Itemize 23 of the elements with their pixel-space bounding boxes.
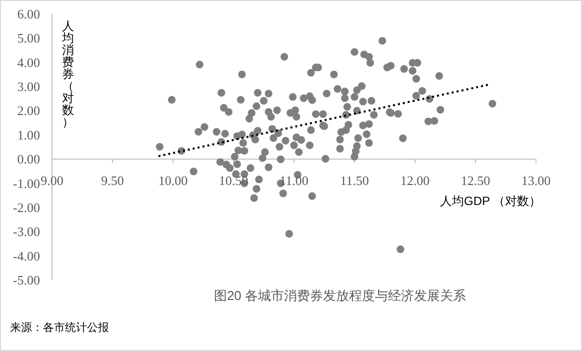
x-tick-label: 10.00	[158, 173, 188, 188]
y-tick-label: 1.00	[17, 127, 40, 142]
y-tick-label: -1.00	[12, 176, 40, 191]
y-tick-label: -2.00	[12, 200, 40, 215]
y-tick-label: 5.00	[17, 30, 40, 46]
x-axis-title: 人均GDP （对数）	[440, 194, 542, 208]
x-tick-label: 9.50	[101, 173, 124, 188]
y-tick-label: 0.00	[17, 152, 40, 167]
x-tick-label: 12.00	[400, 173, 430, 188]
y-tick-label: -3.00	[12, 224, 40, 240]
y-tick-label: 3.00	[17, 79, 40, 94]
text: 图20 各城市消费券发放程度与经济发展关系	[214, 288, 466, 303]
x-tick-label: 9.00	[40, 173, 64, 188]
y-tick-label: -4.00	[12, 248, 40, 264]
y-tick-label: -5.00	[12, 272, 40, 288]
x-tick-label: 12.50	[460, 173, 490, 188]
y-tick-label: 6.00	[17, 6, 40, 22]
y-tick-label: 4.00	[17, 54, 40, 70]
source-note: 来源：各市统计公报	[10, 321, 109, 334]
x-tick-label: 11.50	[340, 173, 369, 188]
x-tick-label: 13.00	[521, 173, 551, 188]
y-tick-label: 2.00	[17, 103, 40, 118]
text: 人均消费券（对数）	[62, 19, 74, 129]
